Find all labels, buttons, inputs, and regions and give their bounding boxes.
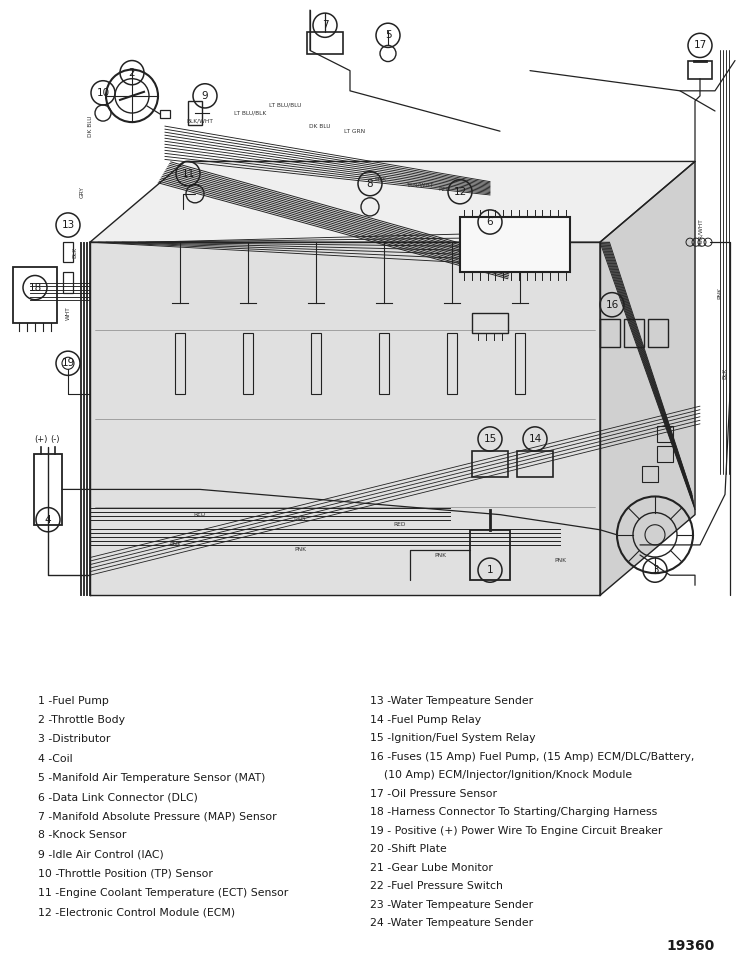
Text: 12: 12 [453, 187, 466, 197]
Text: (10 Amp) ECM/Injector/Ignition/Knock Module: (10 Amp) ECM/Injector/Ignition/Knock Mod… [370, 770, 632, 780]
Text: PUR/WHT: PUR/WHT [698, 219, 703, 246]
Text: 4: 4 [45, 515, 51, 525]
Text: PNK: PNK [294, 548, 306, 552]
Bar [63, 272, 73, 292]
Text: 22 -Fuel Pressure Switch: 22 -Fuel Pressure Switch [370, 881, 502, 891]
Bar [188, 101, 202, 125]
Text: 18: 18 [28, 283, 42, 292]
Bar [624, 319, 644, 347]
Text: 1: 1 [487, 565, 494, 575]
Text: 9: 9 [202, 91, 208, 101]
Text: 17: 17 [693, 40, 706, 51]
Text: (+): (+) [34, 435, 48, 444]
Text: 20 -Shift Plate: 20 -Shift Plate [370, 844, 447, 854]
Text: DK BLU: DK BLU [309, 124, 331, 129]
Text: 14: 14 [528, 434, 542, 444]
Text: 12 -Electronic Control Module (ECM): 12 -Electronic Control Module (ECM) [38, 907, 236, 917]
Bar [311, 333, 321, 393]
Text: PNK: PNK [718, 287, 722, 298]
Text: 16: 16 [605, 300, 619, 310]
Text: PNK: PNK [169, 543, 181, 548]
Bar [472, 313, 508, 333]
Text: 15 -Ignition/Fuel System Relay: 15 -Ignition/Fuel System Relay [370, 733, 536, 743]
Bar [460, 217, 570, 272]
Text: 24 -Water Tempeature Sender: 24 -Water Tempeature Sender [370, 918, 533, 928]
Text: 3: 3 [652, 565, 658, 575]
Text: PNK: PNK [554, 557, 566, 563]
Text: 7: 7 [322, 20, 328, 31]
Text: 11 -Engine Coolant Temperature (ECT) Sensor: 11 -Engine Coolant Temperature (ECT) Sen… [38, 888, 288, 898]
Text: 10 -Throttle Position (TP) Sensor: 10 -Throttle Position (TP) Sensor [38, 869, 213, 878]
Bar [160, 110, 170, 118]
Text: 3 -Distributor: 3 -Distributor [38, 735, 110, 744]
Text: 15: 15 [483, 434, 496, 444]
Text: 4 -Coil: 4 -Coil [38, 754, 73, 763]
Polygon shape [90, 161, 695, 243]
Text: 21 -Gear Lube Monitor: 21 -Gear Lube Monitor [370, 862, 493, 873]
Bar [34, 455, 62, 525]
Bar [472, 451, 508, 478]
Bar [657, 446, 673, 462]
Bar [447, 333, 457, 393]
Text: RED: RED [294, 517, 306, 523]
Text: 2: 2 [129, 68, 135, 78]
Text: 2 -Throttle Body: 2 -Throttle Body [38, 715, 125, 725]
Bar [642, 466, 658, 482]
Text: RED: RED [194, 512, 206, 517]
Bar [175, 333, 185, 393]
Bar [517, 451, 553, 478]
Text: 13 -Water Tempeature Sender: 13 -Water Tempeature Sender [370, 696, 533, 706]
Text: LT BLU/BLK: LT BLU/BLK [234, 110, 266, 115]
Bar [470, 529, 510, 580]
Bar [63, 243, 73, 263]
Text: 19360: 19360 [667, 939, 715, 953]
Bar [515, 333, 525, 393]
Text: LT BLU/BLU: LT BLU/BLU [268, 103, 302, 107]
Text: 5: 5 [385, 31, 392, 40]
Text: DK BLU: DK BLU [88, 115, 92, 137]
Bar [307, 33, 343, 55]
Text: WHT: WHT [65, 306, 70, 319]
Polygon shape [600, 161, 695, 596]
Text: 7 -Manifold Absolute Pressure (MAP) Sensor: 7 -Manifold Absolute Pressure (MAP) Sens… [38, 811, 277, 821]
Text: 5 -Manifold Air Temperature Sensor (MAT): 5 -Manifold Air Temperature Sensor (MAT) [38, 773, 266, 783]
Bar [243, 333, 253, 393]
Text: BLK: BLK [73, 246, 77, 258]
Text: 6 -Data Link Connector (DLC): 6 -Data Link Connector (DLC) [38, 792, 198, 802]
Text: 18 -Harness Connector To Starting/Charging Harness: 18 -Harness Connector To Starting/Chargi… [370, 807, 657, 817]
Bar [688, 60, 712, 79]
Text: GRY: GRY [80, 186, 85, 198]
Text: 6: 6 [487, 217, 494, 227]
Text: 8 -Knock Sensor: 8 -Knock Sensor [38, 830, 126, 840]
Text: RED: RED [439, 187, 452, 192]
Text: PNK: PNK [434, 552, 446, 557]
Text: LT GRN: LT GRN [344, 129, 365, 133]
Bar [379, 333, 389, 393]
Text: (-): (-) [50, 435, 60, 444]
Bar [648, 319, 668, 347]
Bar [657, 426, 673, 442]
Text: 13: 13 [62, 220, 74, 230]
Text: 14 -Fuel Pump Relay: 14 -Fuel Pump Relay [370, 714, 482, 725]
Bar [13, 268, 57, 323]
Text: BLK: BLK [722, 368, 728, 379]
Text: PNK: PNK [374, 177, 386, 182]
Text: BLK/WHT: BLK/WHT [187, 119, 214, 124]
Text: 11: 11 [182, 169, 195, 178]
Text: 16 -Fuses (15 Amp) Fuel Pump, (15 Amp) ECM/DLC/Battery,: 16 -Fuses (15 Amp) Fuel Pump, (15 Amp) E… [370, 752, 694, 761]
Bar [600, 319, 620, 347]
Text: RED: RED [394, 523, 406, 527]
Text: 23 -Water Tempeature Sender: 23 -Water Tempeature Sender [370, 900, 533, 909]
Text: 9 -Idle Air Control (IAC): 9 -Idle Air Control (IAC) [38, 850, 164, 859]
Text: 19: 19 [62, 359, 74, 368]
Text: 19 - Positive (+) Power Wire To Engine Circuit Breaker: 19 - Positive (+) Power Wire To Engine C… [370, 826, 662, 835]
Text: 10: 10 [97, 88, 109, 98]
Text: 17 -Oil Pressure Sensor: 17 -Oil Pressure Sensor [370, 788, 497, 799]
Polygon shape [90, 243, 600, 596]
Text: TAN/WHT: TAN/WHT [406, 182, 433, 187]
Text: 1 -Fuel Pump: 1 -Fuel Pump [38, 696, 109, 706]
Text: 8: 8 [367, 178, 374, 189]
